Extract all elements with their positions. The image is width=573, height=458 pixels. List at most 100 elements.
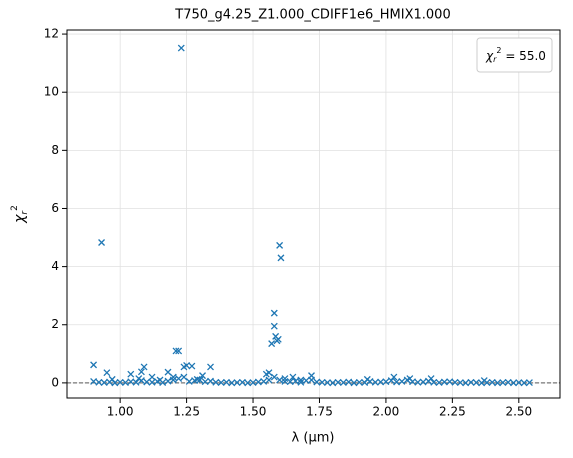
data-point <box>135 375 143 382</box>
data-point <box>456 379 464 387</box>
data-point <box>90 377 98 385</box>
data-point <box>108 375 116 383</box>
data-point <box>371 378 379 386</box>
data-point <box>148 373 156 381</box>
data-point <box>175 375 183 382</box>
data-point <box>199 372 207 380</box>
data-point <box>390 373 398 381</box>
y-label-symbol: χ <box>12 214 28 224</box>
plot-frame <box>66 29 561 399</box>
data-point <box>193 375 201 383</box>
legend-box <box>476 37 553 73</box>
data-point <box>185 377 193 385</box>
y-tick-label: 2 <box>51 317 59 331</box>
y-label-sup: 2 <box>10 205 20 211</box>
data-point <box>451 378 459 386</box>
chart-title: T750_g4.25_Z1.000_CDIFF1e6_HMIX1.000 <box>174 8 450 23</box>
data-point <box>289 373 297 381</box>
data-point <box>260 377 268 385</box>
x-tick-label: 1.00 <box>107 405 134 419</box>
data-point <box>419 378 427 386</box>
data-point <box>98 239 106 246</box>
data-point <box>137 368 145 376</box>
data-point <box>406 375 414 382</box>
data-point <box>156 376 164 384</box>
data-point <box>169 373 177 381</box>
data-point <box>499 379 507 387</box>
data-point <box>244 379 252 387</box>
data-point <box>277 254 285 262</box>
data-point <box>148 378 156 386</box>
data-point <box>180 373 188 381</box>
data-point <box>122 379 129 387</box>
data-point <box>270 322 278 330</box>
data-point <box>292 377 300 385</box>
x-axis-label: λ (μm) <box>292 431 335 446</box>
data-point <box>270 309 278 317</box>
x-tick-label: 1.25 <box>173 405 200 419</box>
data-point <box>323 379 331 387</box>
data-point <box>308 372 315 380</box>
legend-value: = 55.0 <box>502 49 546 63</box>
data-point <box>345 378 353 386</box>
legend-sup: 2 <box>496 46 501 55</box>
legend-sub: r <box>493 55 497 64</box>
data-point <box>177 44 185 52</box>
data-point <box>377 378 385 386</box>
y-axis-label: χr2 <box>10 205 30 224</box>
data-point <box>297 376 305 384</box>
x-tick-label: 2.25 <box>439 405 466 419</box>
data-point <box>265 369 273 377</box>
data-point <box>172 347 180 355</box>
data-point <box>467 378 475 386</box>
y-tick-label: 0 <box>51 375 59 389</box>
data-point <box>207 363 214 371</box>
data-point <box>414 378 422 386</box>
data-point <box>90 361 98 369</box>
data-point <box>164 368 172 376</box>
data-point <box>318 378 326 386</box>
data-point <box>95 378 103 386</box>
data-point <box>207 377 214 385</box>
data-point <box>430 378 438 386</box>
y-label-sub: r <box>20 210 30 215</box>
x-tick-label: 2.00 <box>373 405 400 419</box>
data-point <box>228 379 236 387</box>
data-point <box>217 379 225 387</box>
data-point <box>355 378 363 386</box>
y-tick-label: 6 <box>51 201 59 215</box>
data-point <box>515 379 523 387</box>
data-point <box>103 369 111 377</box>
data-point <box>334 378 342 386</box>
data-point <box>276 376 284 384</box>
data-point <box>212 378 220 386</box>
data-point <box>363 375 371 383</box>
data-point <box>140 363 148 371</box>
data-point <box>276 241 284 249</box>
data-point <box>132 378 140 386</box>
data-point <box>164 377 172 385</box>
data-point <box>127 370 135 378</box>
x-tick-label: 1.75 <box>306 405 333 419</box>
y-tick-label: 12 <box>44 27 59 41</box>
data-point <box>143 378 151 386</box>
data-point <box>382 378 390 386</box>
data-point <box>270 373 278 381</box>
data-point <box>520 379 528 387</box>
x-tick-label: 2.50 <box>505 405 532 419</box>
data-point <box>313 378 321 386</box>
data-point <box>268 340 276 348</box>
data-point <box>472 379 480 387</box>
data-point <box>175 347 183 355</box>
data-point <box>233 379 241 387</box>
data-point <box>169 376 177 384</box>
data-point <box>265 376 273 384</box>
data-point <box>116 378 124 386</box>
data-point <box>297 378 305 386</box>
data-point <box>440 378 448 386</box>
data-point <box>398 377 406 385</box>
y-tick-label: 4 <box>51 259 59 273</box>
data-point <box>188 362 196 370</box>
data-point <box>525 379 533 387</box>
